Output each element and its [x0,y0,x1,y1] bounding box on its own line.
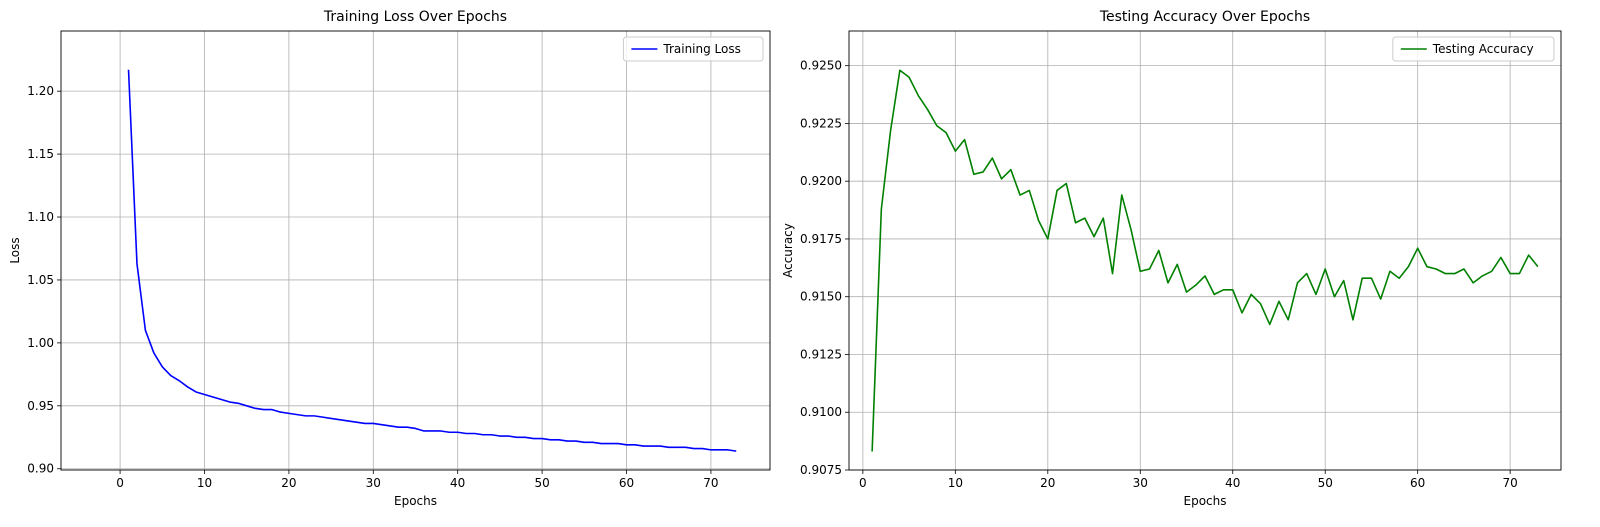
y-tick-label: 0.9150 [800,290,842,304]
axes-frame [848,30,1562,471]
y-tick-label: 0.95 [27,399,54,413]
x-tick-label: 60 [619,476,634,490]
x-tick-label: 30 [1133,476,1148,490]
x-tick-label: 70 [703,476,718,490]
y-tick-label: 1.00 [27,336,54,350]
y-tick-label: 0.9200 [800,174,842,188]
y-tick-label: 0.9075 [800,463,842,477]
x-axis-label: Epochs [394,494,437,508]
x-axis-label: Epochs [1184,494,1227,508]
y-tick-label: 1.20 [27,84,54,98]
y-axis-label: Accuracy [781,223,795,278]
y-tick-label: 1.05 [27,273,54,287]
x-tick-label: 40 [1225,476,1240,490]
x-tick-label: 50 [534,476,549,490]
y-tick-label: 0.90 [27,462,54,476]
plot-area [61,31,770,470]
legend-box [1392,36,1555,62]
y-tick-label: 0.9225 [800,116,842,130]
y-tick-label: 1.10 [27,210,54,224]
y-axis-label: Loss [8,237,22,263]
x-tick-label: 20 [281,476,296,490]
legend: Testing Accuracy [1392,36,1555,62]
chart-title: Training Loss Over Epochs [323,9,507,25]
y-tick-label: 0.9100 [800,405,842,419]
x-tick-label: 0 [859,476,867,490]
x-tick-label: 50 [1318,476,1333,490]
legend: Training Loss [622,36,764,62]
x-tick-label: 10 [197,476,212,490]
y-tick-label: 1.15 [27,147,54,161]
x-tick-label: 30 [366,476,381,490]
x-tick-label: 10 [948,476,963,490]
chart-title: Testing Accuracy Over Epochs [1099,9,1310,25]
x-tick-label: 60 [1410,476,1425,490]
y-tick-label: 0.9250 [800,59,842,73]
x-tick-label: 0 [116,476,124,490]
training-loss-chart: 0 10 20 30 40 50 60 70 0.90 0.95 1.00 1.05 1.10 1.15 1… [8,9,771,508]
series-line-0 [871,69,1539,452]
plot-area [849,31,1561,470]
legend-box [622,36,764,62]
y-tick-label: 0.9175 [800,232,842,246]
y-tick-label: 0.9125 [800,347,842,361]
series-line-0 [127,69,737,452]
x-tick-label: 70 [1503,476,1518,490]
x-tick-label: 20 [1040,476,1055,490]
legend-label: Testing Accuracy [1432,42,1534,56]
axes-frame [60,30,771,471]
x-tick-label: 40 [450,476,465,490]
testing-accuracy-chart: 0 10 20 30 40 50 60 70 0.9075 0.9100 0.9125 0.9150 0… [781,9,1562,508]
legend-label: Training Loss [662,42,740,56]
